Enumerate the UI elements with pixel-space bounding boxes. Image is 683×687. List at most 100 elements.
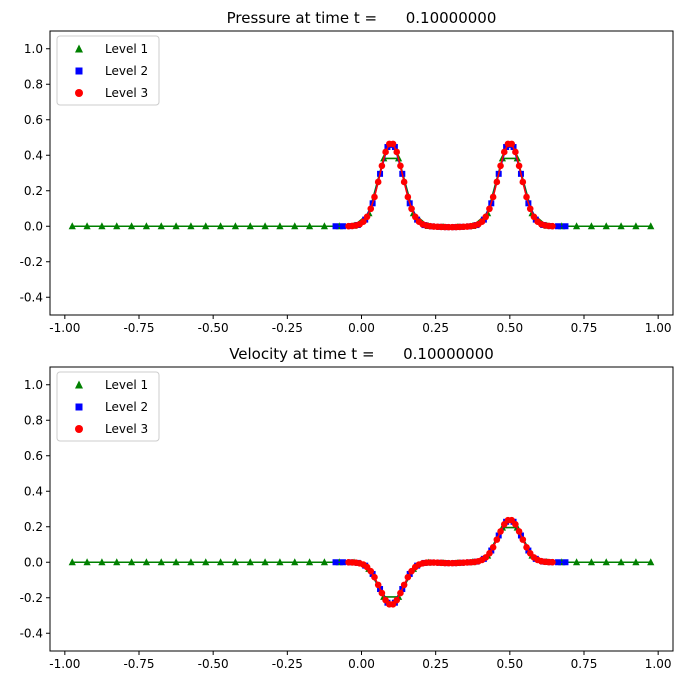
data-point-triangle [647, 558, 655, 566]
data-point-triangle [187, 558, 195, 566]
x-tick-label: 0.75 [571, 657, 598, 671]
data-point-circle [374, 581, 382, 589]
data-point-circle [378, 589, 386, 597]
data-point-circle [526, 205, 534, 213]
data-point-circle [489, 193, 497, 201]
y-tick-label: -0.2 [20, 591, 43, 605]
data-point-circle [397, 162, 404, 170]
data-point-triangle [68, 558, 76, 566]
data-point-circle [397, 589, 404, 597]
data-point-triangle [602, 222, 610, 230]
data-point-circle [512, 521, 519, 528]
data-point-triangle [291, 222, 299, 230]
data-point-circle [400, 178, 408, 186]
data-point-circle [382, 148, 389, 156]
y-tick-label: 0.4 [24, 484, 43, 498]
data-point-circle [367, 205, 375, 213]
data-point-circle [497, 162, 504, 170]
data-point-circle [393, 148, 401, 156]
data-point-square [339, 223, 346, 230]
data-point-triangle [632, 558, 640, 566]
x-tick-label: 0.00 [348, 321, 375, 335]
data-point-triangle [157, 558, 165, 566]
y-tick-label: -0.4 [20, 626, 43, 640]
data-point-circle [508, 140, 515, 148]
y-tick-label: 0.2 [24, 520, 43, 534]
data-point-circle [404, 193, 412, 201]
data-point-circle [389, 140, 397, 148]
data-point-circle [374, 178, 382, 186]
data-point-triangle [68, 222, 76, 230]
legend-marker-triangle [75, 44, 83, 53]
data-point-triangle [83, 558, 91, 566]
legend-box [56, 35, 160, 106]
data-point-circle [515, 528, 523, 535]
data-point-circle [500, 148, 508, 156]
y-tick-label: -0.2 [20, 255, 43, 269]
data-point-circle [493, 178, 501, 186]
x-tick-label: 0.00 [348, 657, 375, 671]
data-point-triangle [202, 222, 210, 230]
legend-label: Level 2 [105, 64, 148, 78]
x-tick-label: 0.25 [422, 657, 449, 671]
data-point-triangle [320, 222, 329, 230]
data-point-triangle [632, 222, 640, 230]
data-point-circle [400, 581, 408, 589]
legend-label: Level 2 [105, 400, 148, 414]
data-point-circle [489, 543, 497, 551]
data-point-triangle [231, 558, 240, 566]
x-tick-label: 1.00 [645, 657, 672, 671]
data-point-triangle [98, 558, 106, 566]
x-tick-label: 0.75 [571, 321, 598, 335]
series-level-3 [345, 140, 556, 231]
x-tick-label: -0.75 [123, 657, 154, 671]
data-point-triangle [305, 558, 314, 566]
data-point-square [332, 223, 339, 230]
data-point-circle [378, 162, 386, 170]
data-point-triangle [216, 558, 225, 566]
data-point-circle [523, 193, 530, 201]
data-point-square [332, 559, 339, 566]
data-point-circle [478, 218, 486, 226]
data-point-circle [512, 148, 519, 156]
legend-marker-square [75, 403, 83, 411]
data-point-triangle [617, 222, 625, 230]
data-point-circle [519, 178, 527, 186]
data-point-triangle [172, 558, 180, 566]
data-point-circle [367, 567, 375, 575]
data-point-triangle [587, 558, 596, 566]
data-point-circle [371, 573, 378, 581]
x-tick-label: 0.50 [496, 657, 523, 671]
data-point-circle [530, 213, 538, 221]
y-tick-label: 0.2 [24, 184, 43, 198]
legend-marker-square [75, 67, 83, 75]
data-point-square [562, 223, 569, 230]
data-point-triangle [602, 558, 610, 566]
data-point-triangle [305, 222, 314, 230]
data-point-triangle [572, 222, 581, 230]
legend-label: Level 1 [105, 378, 148, 392]
data-point-circle [523, 543, 530, 551]
data-point-triangle [142, 222, 151, 230]
legend-label: Level 1 [105, 42, 148, 56]
data-point-circle [486, 205, 493, 213]
data-point-triangle [98, 222, 106, 230]
data-point-circle [519, 536, 527, 543]
legend-marker-circle [75, 89, 83, 97]
x-tick-label: -1.00 [49, 657, 80, 671]
series-level-3 [345, 516, 556, 608]
x-tick-label: 0.50 [496, 321, 523, 335]
y-tick-label: 0.4 [24, 148, 43, 162]
data-point-triangle [572, 558, 581, 566]
data-point-triangle [246, 558, 254, 566]
y-tick-label: 0.0 [24, 555, 43, 569]
y-tick-label: 0.8 [24, 77, 43, 91]
data-point-triangle [617, 558, 625, 566]
data-point-circle [482, 213, 490, 221]
data-point-triangle [113, 222, 121, 230]
data-point-triangle [320, 558, 329, 566]
data-point-square [562, 559, 569, 566]
data-point-circle [408, 205, 415, 213]
